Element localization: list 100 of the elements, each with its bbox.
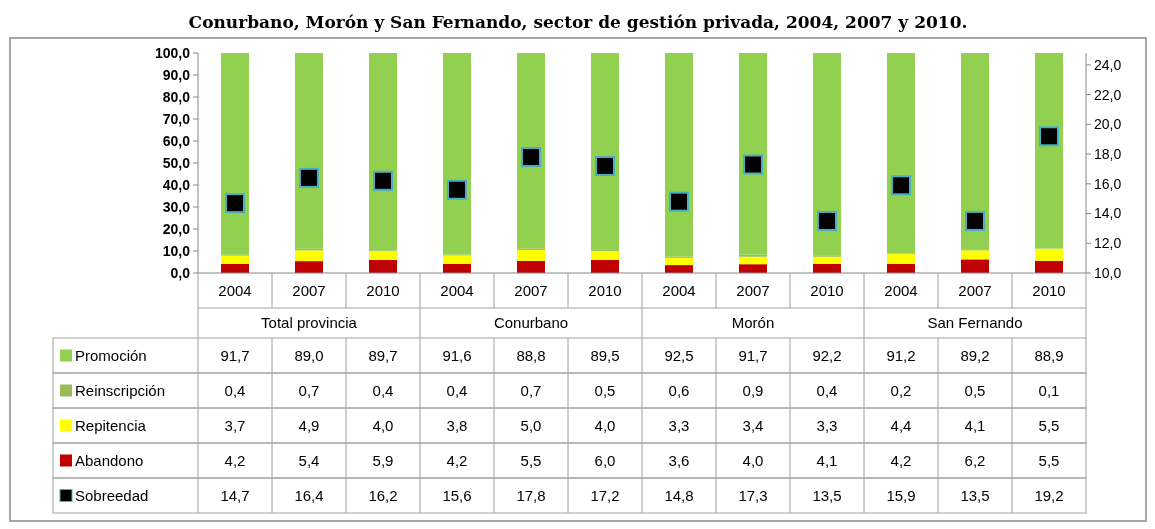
data-label: 4,0 (594, 416, 616, 434)
data-label: 0,5 (594, 381, 616, 399)
y2-tick-label: 24,0 (1094, 56, 1122, 73)
data-label: 5,5 (1038, 451, 1060, 469)
data-label: 4,9 (298, 416, 320, 434)
x-tick-label: 2004 (662, 281, 696, 299)
text: Total provincia (261, 314, 358, 332)
data-label: 3,3 (816, 416, 838, 434)
data-label: 15,6 (442, 486, 472, 504)
data-label: 88,9 (1034, 346, 1064, 364)
data-label: 0,5 (964, 381, 986, 399)
data-label: 89,7 (368, 346, 398, 364)
data-label: 13,5 (960, 486, 990, 504)
y-tick-label: 60,0 (162, 132, 191, 149)
x-tick-label: 2004 (884, 281, 918, 299)
data-label: 17,8 (516, 486, 546, 504)
x-tick-label: 2010 (810, 281, 844, 299)
data-label: 3,8 (446, 416, 468, 434)
data-label: 4,0 (742, 451, 764, 469)
y-tick-label: 70,0 (162, 110, 191, 127)
x-tick-label: 2007 (292, 281, 326, 299)
y-tick-label: 80,0 (162, 88, 191, 105)
data-label: 14,7 (220, 486, 250, 504)
x-tick-label: 2004 (440, 281, 474, 299)
data-label: 17,2 (590, 486, 620, 504)
legend-label: Promoción (75, 346, 147, 364)
y-tick-label: 90,0 (162, 66, 191, 83)
data-label: 0,7 (298, 381, 320, 399)
y2-tick-label: 22,0 (1094, 86, 1122, 103)
legend-label: Reinscripción (75, 381, 166, 399)
y2-tick-label: 10,0 (1094, 264, 1122, 281)
x-tick-label: 2010 (588, 281, 622, 299)
text: San Fernando (927, 314, 1023, 332)
data-label: 19,2 (1034, 486, 1064, 504)
data-label: 89,5 (590, 346, 620, 364)
y-tick-label: 30,0 (162, 198, 191, 215)
y-tick-label: 100,0 (154, 44, 191, 61)
data-label: 0,4 (446, 381, 468, 399)
x-tick-label: 2007 (958, 281, 992, 299)
text: Morón (731, 314, 775, 332)
x-tick-label: 2010 (366, 281, 400, 299)
data-label: 13,5 (812, 486, 842, 504)
data-label: 5,5 (1038, 416, 1060, 434)
legend-label: Sobreedad (75, 486, 149, 504)
data-label: 4,4 (890, 416, 912, 434)
data-label: 5,0 (520, 416, 542, 434)
data-label: 91,6 (442, 346, 472, 364)
y-tick-label: 0,0 (170, 264, 191, 281)
chart-title: Conurbano, Morón y San Fernando, sector de gestión privada, 2004, 2007 y 2010. (188, 12, 968, 32)
y-tick-label: 20,0 (162, 220, 191, 237)
data-label: 4,2 (446, 451, 468, 469)
data-label: 89,0 (294, 346, 324, 364)
data-label: 3,6 (668, 451, 690, 469)
data-label: 0,4 (816, 381, 838, 399)
y2-tick-label: 14,0 (1094, 205, 1122, 222)
data-label: 0,9 (742, 381, 764, 399)
text: Conurbano (493, 314, 569, 332)
data-label: 17,3 (738, 486, 768, 504)
data-label: 91,2 (886, 346, 916, 364)
data-label: 3,3 (668, 416, 690, 434)
data-label: 92,2 (812, 346, 842, 364)
y2-tick-label: 16,0 (1094, 175, 1122, 192)
x-tick-label: 2004 (218, 281, 252, 299)
y-tick-label: 50,0 (162, 154, 191, 171)
data-label: 88,8 (516, 346, 546, 364)
data-label: 89,2 (960, 346, 990, 364)
data-label: 91,7 (738, 346, 768, 364)
y-tick-label: 40,0 (162, 176, 191, 193)
data-label: 5,5 (520, 451, 542, 469)
data-label: 6,2 (964, 451, 986, 469)
x-tick-label: 2010 (1032, 281, 1066, 299)
data-label: 14,8 (664, 486, 694, 504)
legend-label: Abandono (75, 451, 144, 469)
data-label: 16,4 (294, 486, 324, 504)
data-label: 0,6 (668, 381, 690, 399)
data-label: 3,7 (224, 416, 246, 434)
data-label: 4,0 (372, 416, 394, 434)
data-label: 4,1 (816, 451, 838, 469)
data-label: 0,4 (372, 381, 394, 399)
data-label: 92,5 (664, 346, 694, 364)
x-tick-label: 2007 (736, 281, 770, 299)
y-tick-label: 10,0 (162, 242, 191, 259)
data-label: 5,4 (298, 451, 320, 469)
y2-tick-label: 20,0 (1094, 116, 1122, 133)
data-label: 5,9 (372, 451, 394, 469)
data-label: 0,4 (224, 381, 246, 399)
legend-label: Repitencia (75, 416, 147, 434)
data-label: 0,7 (520, 381, 542, 399)
y2-tick-label: 18,0 (1094, 145, 1122, 162)
data-label: 4,2 (890, 451, 912, 469)
data-label: 4,2 (224, 451, 246, 469)
y2-tick-label: 12,0 (1094, 235, 1122, 252)
data-label: 4,1 (964, 416, 986, 434)
data-label: 0,1 (1038, 381, 1060, 399)
data-label: 91,7 (220, 346, 250, 364)
data-label: 15,9 (886, 486, 916, 504)
data-label: 16,2 (368, 486, 398, 504)
x-tick-label: 2007 (514, 281, 548, 299)
data-label: 0,2 (890, 381, 912, 399)
data-label: 3,4 (742, 416, 764, 434)
